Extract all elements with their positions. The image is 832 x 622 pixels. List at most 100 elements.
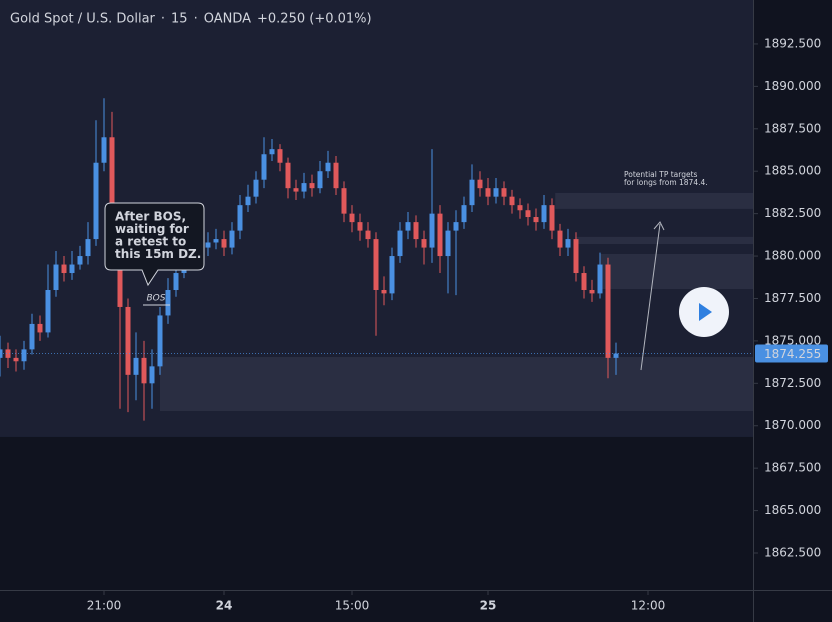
bos-label: BOS <box>147 294 166 304</box>
candle-body <box>77 256 83 265</box>
candle-body <box>397 230 403 257</box>
x-tick-label: 25 <box>480 599 497 613</box>
candle-body <box>221 239 227 248</box>
header-interval: 15 <box>171 12 188 27</box>
header: Gold Spot / U.S. Dollar · 15 · OANDA +0.250 (… <box>10 12 372 27</box>
candle-body <box>509 196 515 206</box>
last-price-label: 1874.255 <box>764 347 821 361</box>
candle-body <box>13 357 19 362</box>
candle-body <box>565 239 571 248</box>
candle-body <box>237 205 243 231</box>
y-tick-label: 1880.000 <box>764 249 821 263</box>
y-tick-label: 1885.000 <box>764 164 821 178</box>
callout-text: a retest to <box>115 235 186 249</box>
candle-body <box>437 213 443 257</box>
candle-body <box>461 205 467 223</box>
candle-body <box>541 205 547 223</box>
candle-body <box>429 213 435 248</box>
candle-body <box>109 137 115 223</box>
y-tick-label: 1882.500 <box>764 206 821 220</box>
tp-note: Potential TP targets <box>624 170 698 179</box>
candle-body <box>421 239 427 248</box>
candle-body <box>333 162 339 189</box>
candle-body <box>381 289 387 294</box>
zone <box>575 236 753 245</box>
candle-body <box>253 179 259 197</box>
x-tick-label: 15:00 <box>335 599 370 613</box>
candle-body <box>589 289 595 294</box>
candle-body <box>21 349 27 362</box>
candle-body <box>445 230 451 257</box>
y-tick-label: 1890.000 <box>764 79 821 93</box>
play-icon <box>699 303 712 321</box>
y-tick-label: 1877.500 <box>764 291 821 305</box>
header-change: +0.250 (+0.01%) <box>257 12 372 27</box>
candle-body <box>277 149 283 163</box>
callout-box <box>104 202 205 287</box>
tp-arrow-head <box>653 221 665 231</box>
candle-body <box>205 242 211 248</box>
callout-text: waiting for <box>115 222 189 236</box>
candle-body <box>557 230 563 248</box>
y-tick-label: 1865.000 <box>764 503 821 517</box>
candle-body <box>125 306 131 375</box>
x-tick-label: 12:00 <box>631 599 666 613</box>
header-separator: · <box>194 12 198 27</box>
candle-body <box>93 162 99 240</box>
zone <box>555 192 753 209</box>
candle-body <box>133 357 139 375</box>
candle-body <box>389 256 395 294</box>
candle-body <box>293 188 299 192</box>
candle-body <box>597 264 603 294</box>
candle-body <box>357 222 363 231</box>
candle-body <box>285 162 291 189</box>
last-price-box <box>755 344 828 363</box>
candle-body <box>477 179 483 189</box>
candle-body <box>573 239 579 274</box>
candle-body <box>453 222 459 231</box>
candle-body <box>173 273 179 290</box>
candle-body <box>365 230 371 240</box>
candle-body <box>413 222 419 240</box>
candle-body <box>69 264 75 274</box>
candle-body <box>613 353 619 358</box>
x-tick-label: 24 <box>216 599 233 613</box>
zone <box>160 357 753 411</box>
candle-body <box>341 188 347 214</box>
candle-body <box>309 183 315 189</box>
candle-body <box>157 315 163 367</box>
y-tick-label: 1892.500 <box>764 36 821 50</box>
axes: 1892.500 1890.000 1887.500 1885.000 1882.500… <box>0 36 828 613</box>
candle-body <box>269 149 275 155</box>
candle-body <box>301 183 307 192</box>
candle-body <box>53 264 59 290</box>
y-tick-label: 1870.000 <box>764 418 821 432</box>
header-source: OANDA <box>204 12 251 27</box>
y-tick-label: 1875.000 <box>764 333 821 347</box>
header-separator: · <box>161 12 165 27</box>
candle-body <box>325 162 331 172</box>
candle-body <box>141 357 147 384</box>
candle-body <box>485 188 491 197</box>
candle-body <box>149 366 155 384</box>
candle-body <box>405 222 411 231</box>
y-tick-label: 1872.500 <box>764 376 821 390</box>
candle-body <box>349 213 355 223</box>
candle-body <box>581 273 587 290</box>
candle-body <box>317 171 323 189</box>
candle-body <box>261 154 267 180</box>
candle-body <box>37 323 43 333</box>
candle-body <box>229 230 235 248</box>
y-tick-label: 1862.500 <box>764 546 821 560</box>
candle-body <box>29 323 35 350</box>
y-tick-label: 1867.500 <box>764 461 821 475</box>
candle-body <box>501 188 507 197</box>
tp-arrow <box>640 223 661 371</box>
candle-body <box>469 179 475 206</box>
y-tick-label: 1887.500 <box>764 121 821 135</box>
candle-body <box>101 137 107 163</box>
candle-body <box>61 264 67 274</box>
